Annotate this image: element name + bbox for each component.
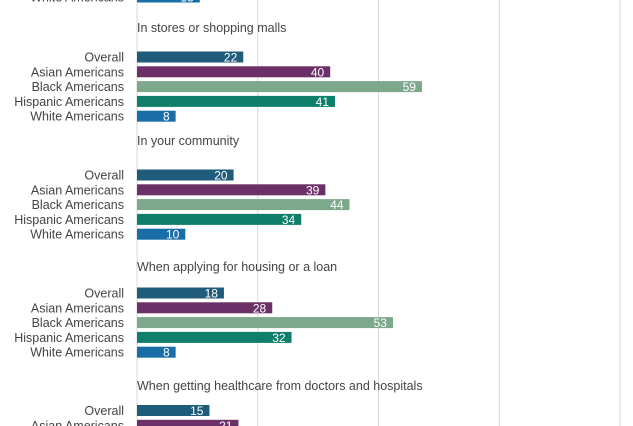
bar [137,287,224,299]
bar [137,419,239,426]
bar [137,110,176,122]
value-label: 20 [214,169,228,183]
bar [137,213,302,225]
value-label: 44 [330,198,344,212]
section-title: In stores or shopping malls [137,21,286,35]
bar [137,302,273,314]
bar [137,169,234,181]
category-label: Black Americans [32,316,124,330]
category-label: Asian Americans [31,301,124,315]
category-label: Black Americans [32,198,124,212]
category-label: Hispanic Americans [14,95,124,109]
value-label: 22 [224,51,238,65]
category-label: Overall [84,287,124,301]
category-label: Hispanic Americans [14,213,124,227]
value-label: 8 [163,346,170,360]
bar [137,199,350,211]
bar [137,0,200,3]
value-label: 18 [205,287,219,301]
bar [137,66,331,78]
value-label: 13 [180,0,194,5]
category-label: Asian Americans [31,65,124,79]
bar [137,405,210,416]
category-label: White Americans [30,346,124,360]
value-label: 53 [374,316,388,330]
value-label: 15 [190,404,204,418]
bar [137,51,244,63]
category-label: Overall [84,404,124,418]
category-label: Hispanic Americans [14,331,124,345]
value-label: 21 [219,419,233,426]
bar [137,228,186,240]
value-label: 8 [163,110,170,124]
value-label: 41 [316,95,330,109]
category-label: White Americans [30,0,124,5]
bar [137,346,176,358]
value-label: 59 [403,80,417,94]
section-title: When applying for housing or a loan [137,260,337,274]
category-label: White Americans [30,228,124,242]
bar [137,95,336,107]
value-label: 39 [306,183,320,197]
section-title: In your community [137,134,240,148]
bar [137,184,326,196]
category-label: Asian Americans [31,183,124,197]
value-label: 32 [272,331,286,345]
bar [137,81,422,93]
bar [137,331,292,343]
value-label: 28 [253,301,267,315]
category-label: Overall [84,51,124,65]
category-label: Asian Americans [31,419,124,426]
bar [137,317,393,329]
value-label: 10 [166,228,180,242]
category-label: Overall [84,169,124,183]
value-label: 34 [282,213,296,227]
section-title: When getting healthcare from doctors and… [137,379,423,393]
value-label: 40 [311,65,325,79]
category-label: Black Americans [32,80,124,94]
category-label: White Americans [30,110,124,124]
